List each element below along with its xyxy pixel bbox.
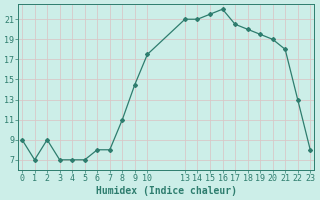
X-axis label: Humidex (Indice chaleur): Humidex (Indice chaleur) (96, 186, 237, 196)
